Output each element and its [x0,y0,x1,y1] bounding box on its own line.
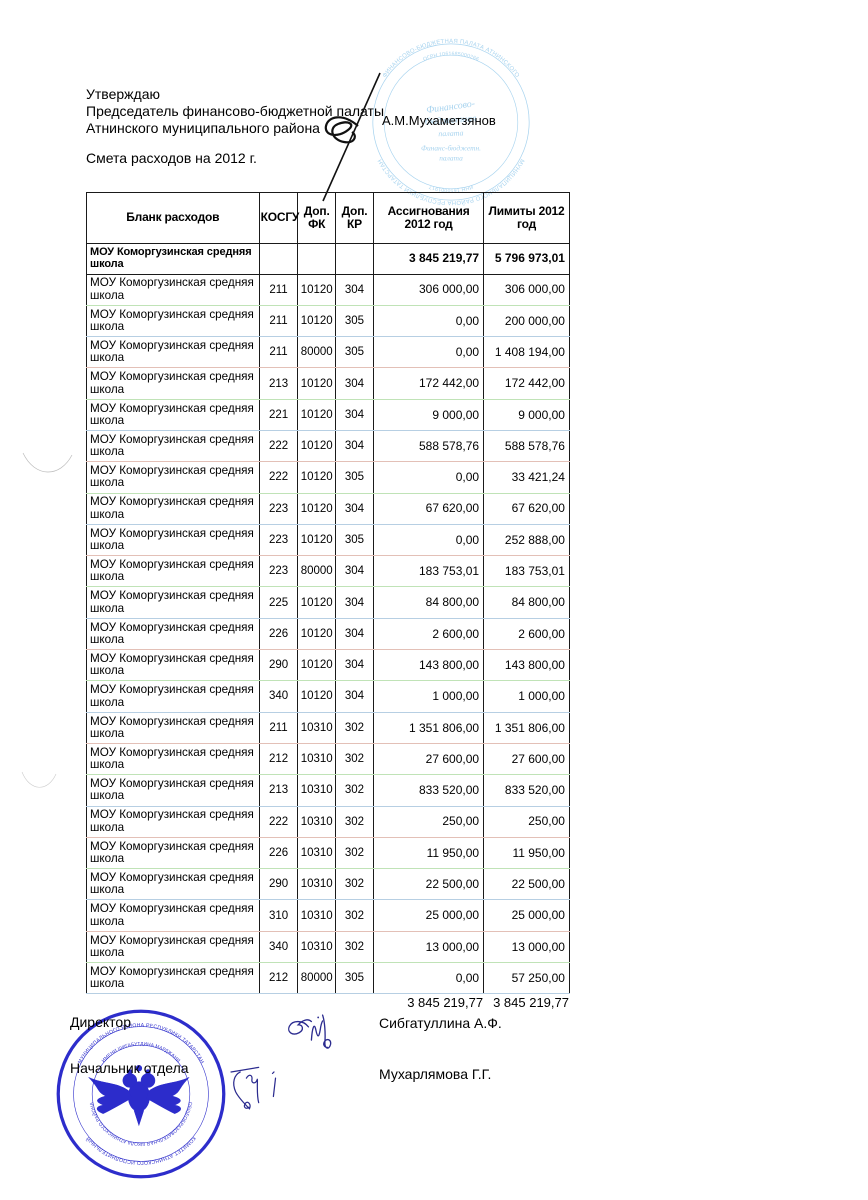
svg-text:КОМИТЕТ АТНИНСКОГО ИСПОЛНИТЕЛЬ: КОМИТЕТ АТНИНСКОГО ИСПОЛНИТЕЛЬНЫЙ [84,1135,197,1165]
svg-text:Финанс-бюджетн.: Финанс-бюджетн. [421,144,481,153]
svg-text:палата: палата [439,154,463,163]
svg-text:палата: палата [438,128,464,138]
svg-text:ОГРН 1061685000266: ОГРН 1061685000266 [422,51,479,63]
svg-text:ФИНАНСОВО-БЮДЖЕТНАЯ ПАЛАТА АТН: ФИНАНСОВО-БЮДЖЕТНАЯ ПАЛАТА АТНИНСКОГО [382,39,520,79]
